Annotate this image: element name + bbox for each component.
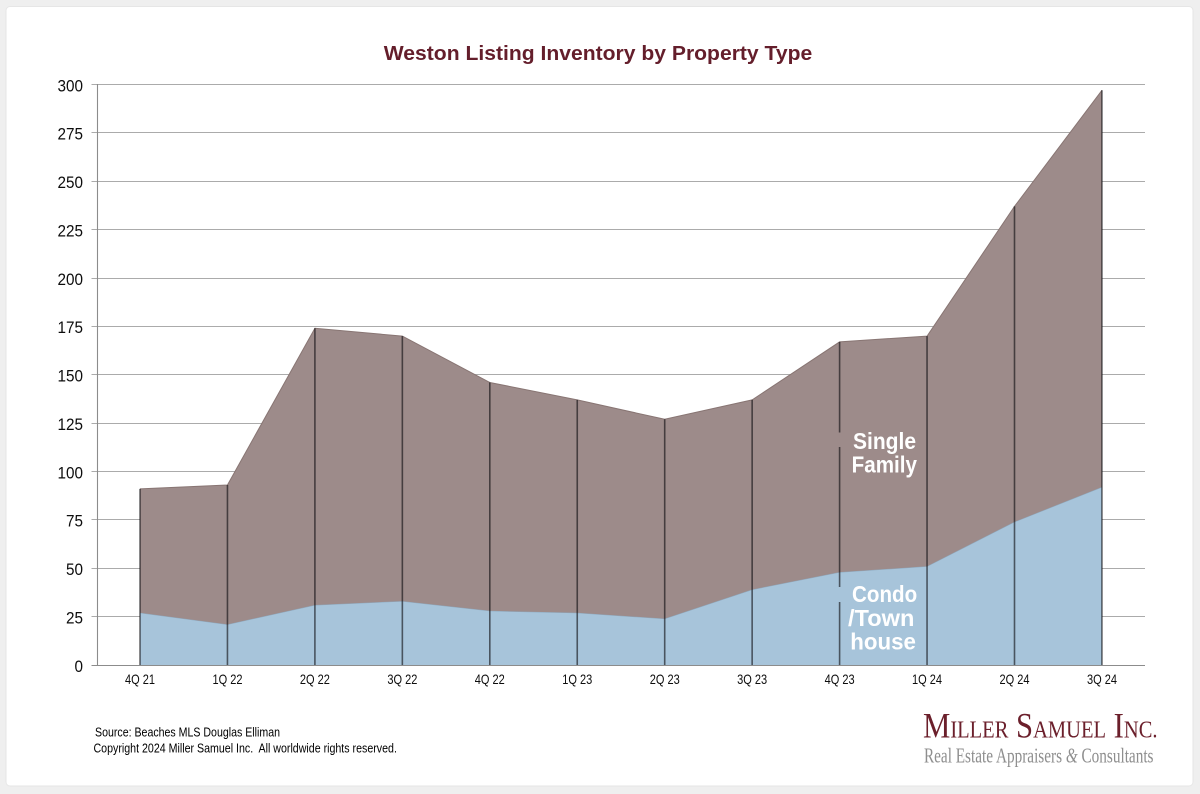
svg-text:MILLER SAMUEL INC.: MILLER SAMUEL INC. (923, 706, 1158, 746)
svg-text:2Q 24: 2Q 24 (1000, 671, 1030, 687)
svg-text:Family: Family (852, 452, 917, 478)
svg-text:2Q 23: 2Q 23 (650, 671, 680, 687)
svg-text:175: 175 (58, 318, 84, 337)
svg-text:75: 75 (66, 512, 83, 531)
svg-text:25: 25 (66, 608, 83, 627)
svg-text:4Q 23: 4Q 23 (825, 671, 855, 687)
svg-text:300: 300 (58, 76, 84, 95)
svg-text:Condo: Condo (852, 581, 917, 607)
svg-text:Weston Listing Inventory by Pr: Weston Listing Inventory by Property Typ… (384, 43, 813, 65)
svg-text:/Town: /Town (848, 605, 914, 631)
svg-text:275: 275 (58, 125, 84, 144)
svg-text:150: 150 (58, 367, 84, 386)
svg-text:4Q 21: 4Q 21 (125, 671, 155, 687)
svg-text:0: 0 (75, 657, 84, 676)
svg-text:4Q 22: 4Q 22 (475, 671, 505, 687)
svg-text:Source: Beaches MLS Douglas El: Source: Beaches MLS Douglas Elliman (95, 726, 280, 740)
svg-text:1Q 22: 1Q 22 (212, 671, 242, 687)
svg-text:3Q 22: 3Q 22 (387, 671, 417, 687)
svg-text:2Q 22: 2Q 22 (300, 671, 330, 687)
svg-text:250: 250 (58, 173, 84, 192)
svg-text:100: 100 (58, 463, 84, 482)
svg-text:1Q 23: 1Q 23 (562, 671, 592, 687)
svg-text:125: 125 (58, 415, 84, 434)
svg-text:1Q 24: 1Q 24 (912, 671, 942, 687)
svg-text:3Q 23: 3Q 23 (737, 671, 767, 687)
svg-text:Copyright 2024 Miller Samuel I: Copyright 2024 Miller Samuel Inc. All wo… (94, 742, 397, 756)
svg-text:225: 225 (58, 221, 84, 240)
svg-text:50: 50 (66, 560, 83, 579)
svg-text:Single: Single (853, 428, 916, 454)
svg-text:Real Estate Appraisers & Consu: Real Estate Appraisers & Consultants (924, 743, 1154, 767)
svg-text:200: 200 (58, 270, 84, 289)
svg-text:3Q 24: 3Q 24 (1087, 671, 1117, 687)
svg-text:house: house (850, 629, 916, 655)
